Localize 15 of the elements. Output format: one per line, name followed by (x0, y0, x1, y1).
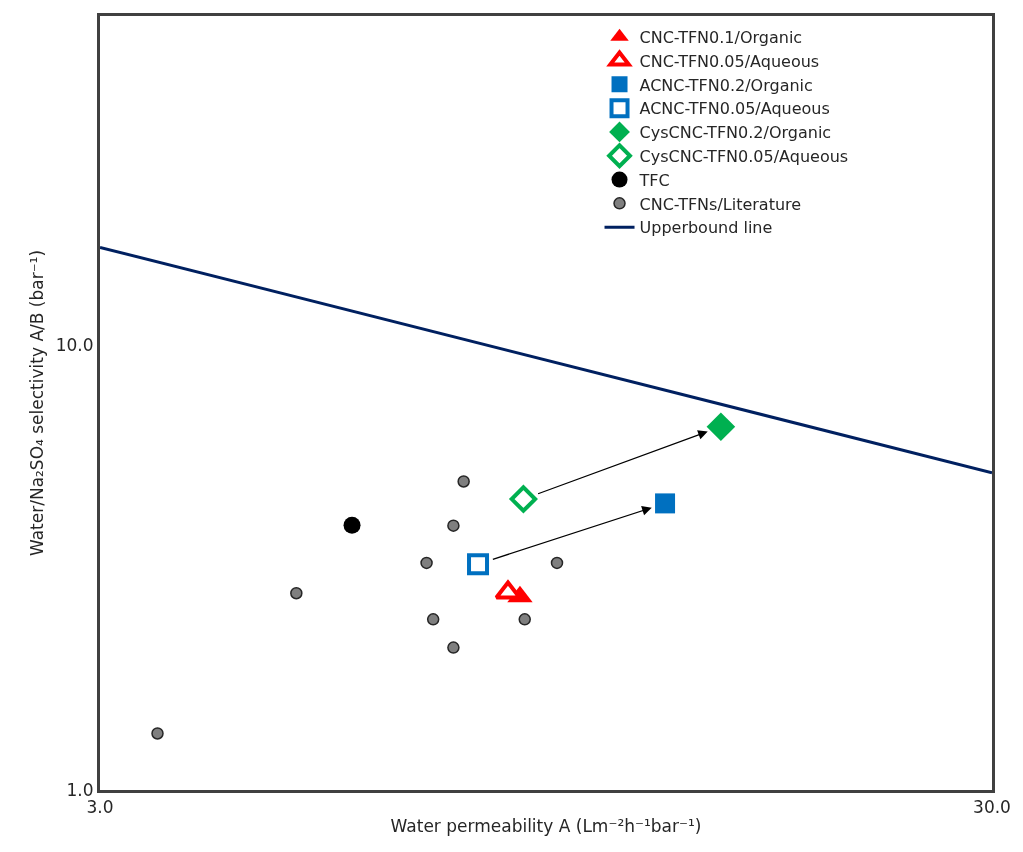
legend-label: CysCNC-TFN0.2/Organic (639, 123, 832, 143)
legend-label: CNC-TFN0.05/Aqueous (639, 51, 820, 71)
y-axis-title: Water/Na₂SO₄ selectivity A/B (bar⁻¹) (27, 249, 48, 557)
legend-label: CNC-TFN0.1/Organic (639, 28, 803, 48)
legend-label: CysCNC-TFN0.05/Aqueous (639, 147, 849, 167)
x-tick-label: 30.0 (973, 797, 1011, 818)
x-tick-label: 3.0 (86, 797, 114, 818)
legend-label: CNC-TFNs/Literature (639, 194, 802, 214)
y-tick-label: 10.0 (55, 335, 94, 356)
legend-label: TFC (638, 170, 670, 190)
legend-label: Upperbound line (639, 218, 773, 238)
x-axis-title: Water permeability A (Lm⁻²h⁻¹bar⁻¹) (390, 815, 702, 836)
legend-label: ACNC-TFN0.2/Organic (639, 75, 813, 95)
legend-label: ACNC-TFN0.05/Aqueous (639, 99, 830, 119)
y-tick-label: 1.0 (66, 779, 94, 800)
